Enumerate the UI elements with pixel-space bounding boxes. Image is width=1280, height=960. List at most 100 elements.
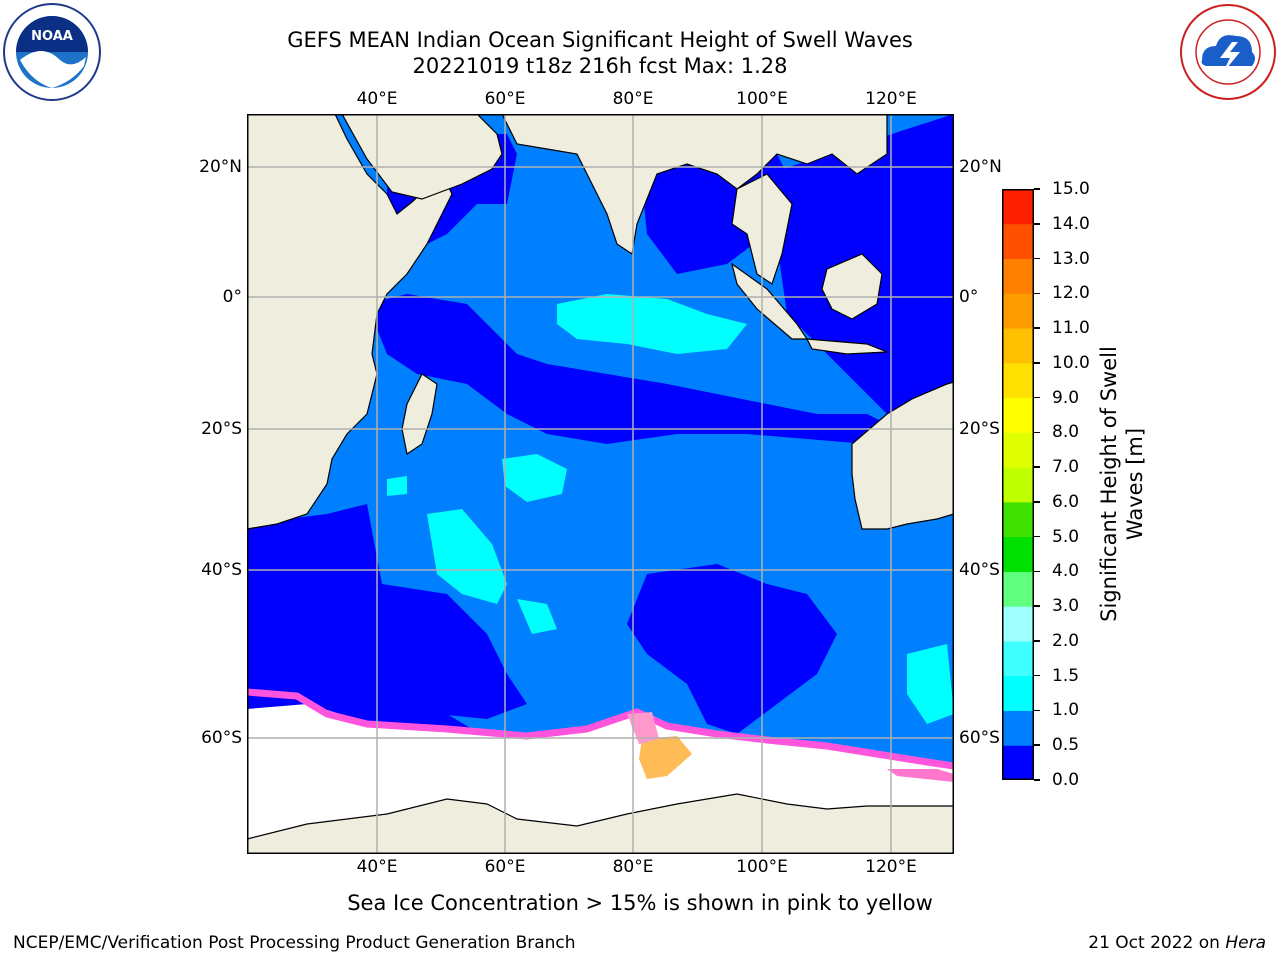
colorbar-segment [1002, 675, 1034, 711]
lon-tick-label: 60°E [484, 857, 526, 877]
colorbar-tick-mark [1034, 327, 1040, 329]
lat-tick-label: 0° [222, 287, 242, 307]
colorbar-segment [1002, 258, 1034, 294]
lon-tick-label: 80°E [612, 89, 654, 109]
colorbar-tick-mark [1034, 535, 1040, 538]
sea-ice-caption: Sea Ice Concentration > 15% is shown in … [347, 891, 933, 915]
colorbar-tick-label: 3.0 [1052, 596, 1080, 617]
colorbar-tick-label: 7.0 [1052, 457, 1080, 478]
colorbar-tick-mark [1034, 709, 1040, 712]
lon-tick-label: 120°E [865, 857, 917, 877]
colorbar-segment [1002, 571, 1034, 607]
colorbar-label-line1: Significant Height of Swell [1097, 346, 1121, 622]
swell-region-high-equatorial [557, 294, 747, 354]
colorbar-tick-mark [1034, 605, 1040, 607]
land-antarctica [247, 793, 954, 854]
colorbar-label: Significant Height of Swell Waves [m] [1096, 304, 1148, 664]
colorbar-tick-label: 5.0 [1052, 526, 1080, 547]
lat-tick-label: 20°N [959, 157, 1002, 177]
colorbar-segment [1002, 223, 1034, 260]
colorbar-tick-label: 1.5 [1052, 665, 1080, 686]
colorbar [1002, 189, 1034, 780]
colorbar-tick-label: 12.0 [1052, 283, 1090, 304]
lon-tick-label: 80°E [612, 857, 654, 877]
colorbar-segment [1002, 467, 1034, 503]
colorbar-segment [1002, 328, 1034, 364]
map-frame [247, 114, 954, 854]
colorbar-tick-mark [1034, 431, 1040, 434]
colorbar-label-line2: Waves [m] [1123, 427, 1147, 541]
lon-tick-label: 100°E [736, 857, 788, 877]
colorbar-tick-label: 0.0 [1052, 770, 1080, 790]
colorbar-segment [1002, 293, 1034, 329]
colorbar-tick-label: 6.0 [1052, 491, 1080, 512]
colorbar-segment [1002, 397, 1034, 433]
colorbar-tick-mark [1034, 188, 1040, 190]
colorbar-tick-label: 11.0 [1052, 318, 1090, 339]
colorbar-tick-mark [1034, 466, 1040, 468]
colorbar-tick-mark [1034, 744, 1040, 746]
land-arabia [341, 114, 503, 200]
footer-timestamp: 21 Oct 2022 on Hera [1088, 933, 1266, 953]
lat-tick-label: 0° [959, 287, 979, 307]
colorbar-tick-mark [1034, 396, 1040, 399]
national-weather-service-logo [1178, 2, 1278, 102]
colorbar-tick-label: 2.0 [1052, 630, 1080, 651]
lon-tick-label: 40°E [356, 89, 398, 109]
land-java [805, 338, 888, 355]
lon-tick-label: 60°E [484, 89, 526, 109]
colorbar-segment [1002, 640, 1034, 677]
map-panel [247, 114, 954, 854]
colorbar-segment [1002, 710, 1034, 746]
colorbar-tick-mark [1034, 362, 1040, 364]
colorbar-tick-mark [1034, 501, 1040, 503]
colorbar-tick-label: 10.0 [1052, 352, 1090, 373]
sea-ice-edge [247, 688, 954, 770]
graticule [247, 114, 954, 854]
colorbar-tick-label: 0.5 [1052, 735, 1080, 756]
lon-tick-label: 100°E [736, 89, 788, 109]
footer-date: 21 Oct 2022 on [1088, 933, 1226, 953]
lat-tick-label: 40°S [201, 560, 242, 580]
swell-region-high-southern [427, 509, 507, 604]
colorbar-tick-mark [1034, 674, 1040, 677]
colorbar-segment [1002, 501, 1034, 538]
colorbar-tick-mark [1034, 292, 1040, 295]
colorbar-segment [1002, 536, 1034, 572]
lat-tick-label: 20°S [959, 419, 1000, 439]
colorbar-tick-mark [1034, 779, 1040, 781]
colorbar-tick-mark [1034, 640, 1040, 642]
colorbar-tick-mark [1034, 257, 1040, 260]
colorbar-tick-label: 14.0 [1052, 213, 1090, 234]
colorbar-tick-label: 4.0 [1052, 561, 1080, 582]
colorbar-tick-label: 9.0 [1052, 387, 1080, 408]
lat-tick-label: 20°S [201, 419, 242, 439]
chart-title: GEFS MEAN Indian Ocean Significant Heigh… [287, 28, 913, 52]
colorbar-ticks: 0.0 0.5 1.0 1.5 2.0 3.0 4.0 5.0 6.0 7.0 8.0 9.0 10.0… [1034, 179, 1114, 790]
colorbar-segment [1002, 606, 1034, 642]
land-borneo [821, 253, 883, 320]
footer-host: Hera [1225, 933, 1266, 953]
lat-tick-label: 60°S [959, 728, 1000, 748]
colorbar-tick-label: 8.0 [1052, 422, 1080, 443]
lon-tick-label: 40°E [356, 857, 398, 877]
land-australia [851, 381, 954, 530]
footer-credit: NCEP/EMC/Verification Post Processing Pr… [13, 933, 576, 953]
colorbar-tick-label: 13.0 [1052, 248, 1090, 269]
swell-region-low-south-central [627, 564, 837, 734]
colorbar-tick-label: 1.0 [1052, 700, 1080, 721]
lat-tick-label: 40°S [959, 560, 1000, 580]
svg-text:NOAA: NOAA [31, 29, 73, 44]
colorbar-segment [1002, 745, 1034, 780]
lat-tick-label: 20°N [199, 157, 242, 177]
colorbar-tick-mark [1034, 570, 1040, 573]
colorbar-segment [1002, 432, 1034, 468]
land-sumatra [731, 262, 809, 340]
swell-region-high-central [502, 454, 567, 502]
swell-region-low-equatorial [367, 294, 887, 444]
lon-tick-label: 120°E [865, 89, 917, 109]
land-africa [247, 114, 453, 530]
colorbar-tick-label: 15.0 [1052, 179, 1090, 199]
chart-subtitle: 20221019 t18z 216h fcst Max: 1.28 [412, 54, 788, 78]
lat-tick-label: 60°S [201, 728, 242, 748]
